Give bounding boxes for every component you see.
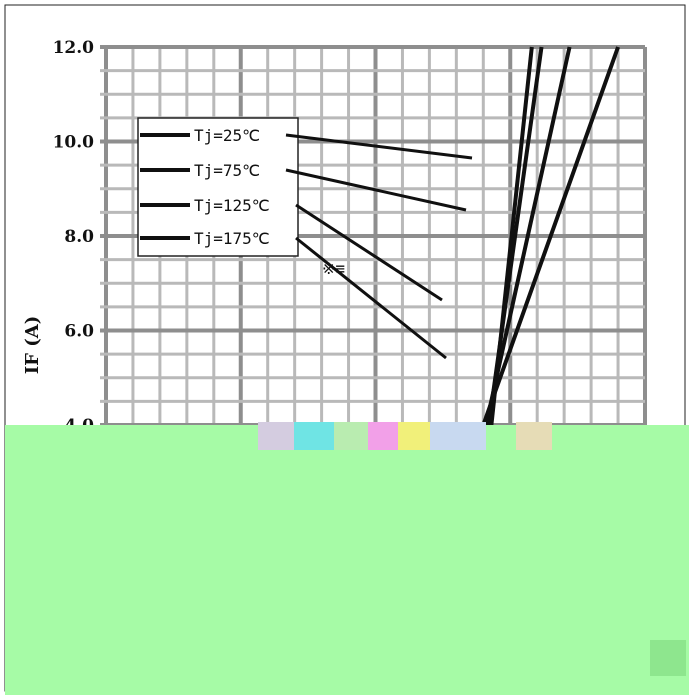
leader-line — [295, 203, 443, 302]
occlusion-right-patch — [650, 640, 686, 676]
y-tick-label: 12.0 — [53, 38, 95, 58]
series-line-2 — [486, 46, 544, 426]
curves — [481, 46, 620, 426]
leader-line — [295, 236, 447, 360]
grid — [100, 45, 647, 439]
occlusion-strip-left — [258, 422, 294, 450]
y-tick-label: 8.0 — [64, 227, 94, 247]
leader-line — [285, 168, 467, 212]
occlusion-strip-mix2 — [430, 422, 486, 450]
y-tick-label: 10.0 — [53, 133, 95, 153]
series-line-3 — [484, 46, 572, 426]
legend-label: Tj=25℃ — [194, 126, 260, 145]
occlusion-strip-bars — [516, 422, 552, 450]
legend-label: Tj=75℃ — [194, 161, 260, 180]
y-tick-label: 6.0 — [64, 322, 94, 342]
legend-box — [137, 117, 299, 257]
annotation-text: ※≡ — [322, 259, 345, 278]
occlusion-strip-pink — [368, 422, 398, 450]
occlusion-strip-yellow — [398, 422, 430, 450]
occlusion-strip-mix1 — [334, 422, 368, 450]
series-line-4 — [481, 46, 620, 426]
legend: Tj=25℃ Tj=75℃ Tj=125℃ Tj=175℃ — [137, 117, 299, 257]
occlusion-strip-cyan — [294, 422, 334, 450]
occlusion-block — [5, 425, 689, 695]
leader-line — [285, 133, 473, 160]
leader-lines — [285, 133, 473, 360]
legend-label: Tj=175℃ — [194, 229, 270, 248]
y-axis-label: IF (A) — [22, 316, 43, 374]
occlusion-overlay — [5, 422, 689, 695]
legend-label: Tj=125℃ — [194, 196, 270, 215]
